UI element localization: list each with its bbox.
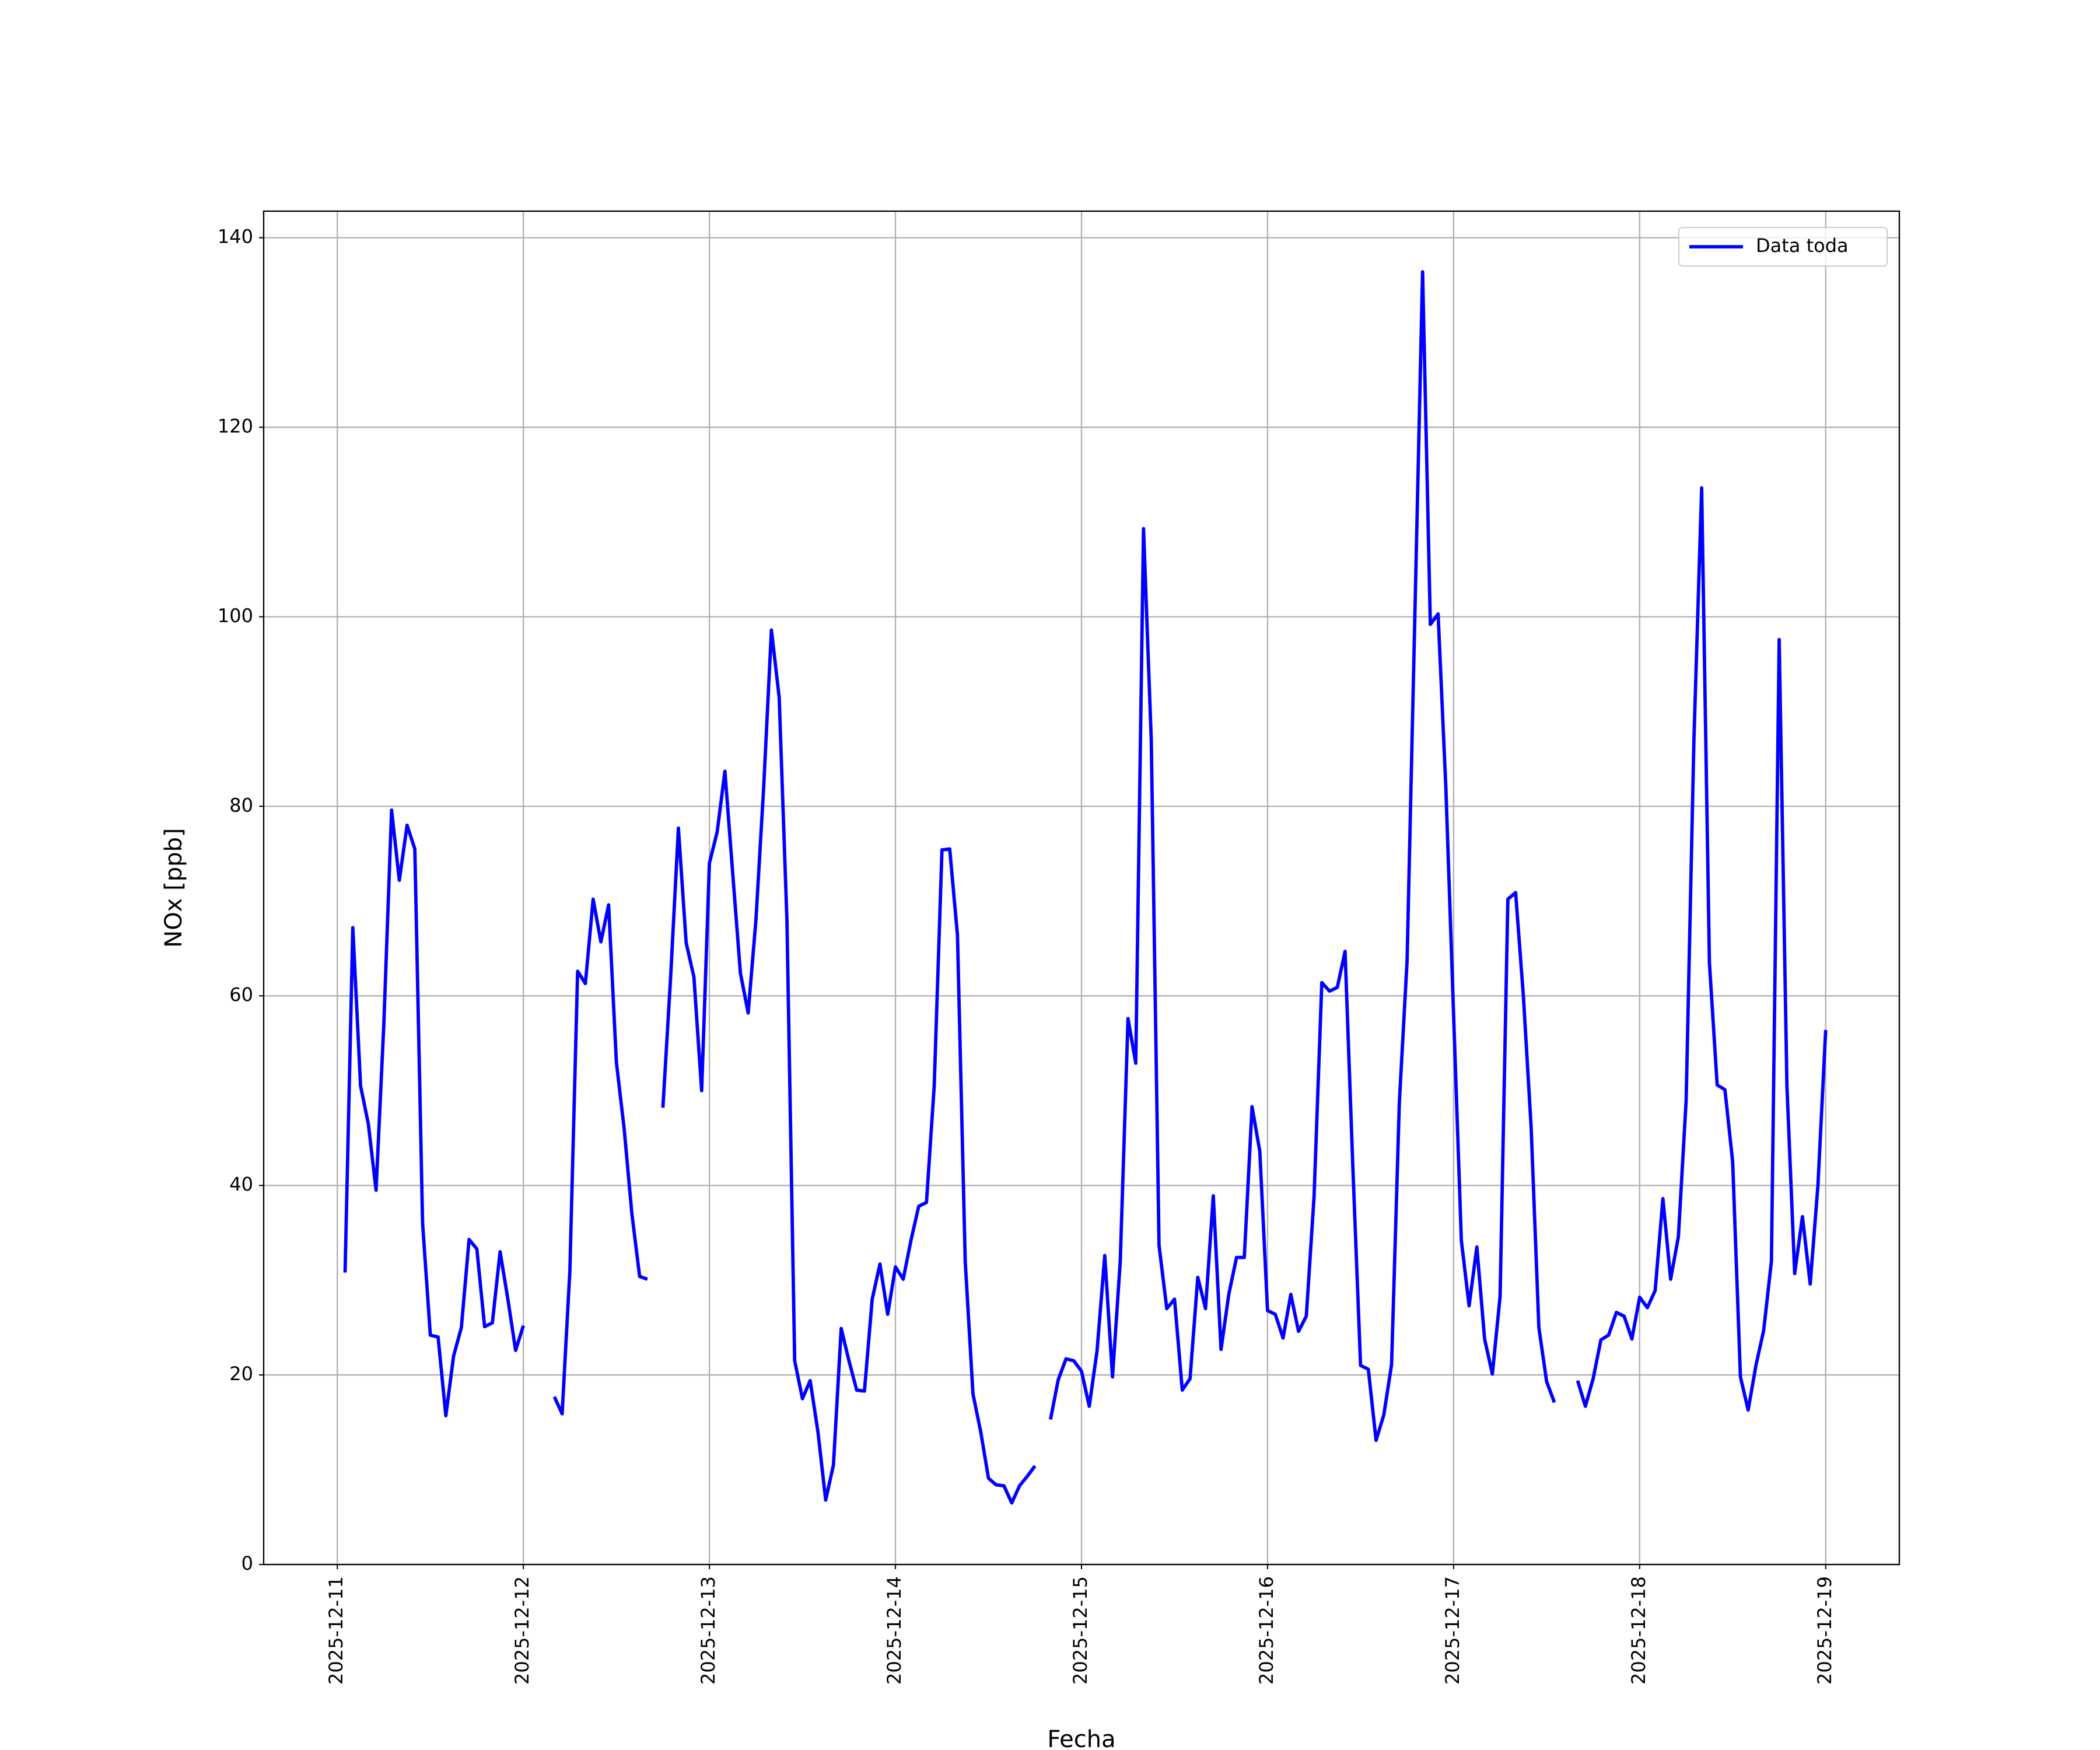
x-tick-label: 2025-12-15 — [1069, 1576, 1091, 1685]
legend: Data toda — [1678, 227, 1888, 267]
x-tick-label: 2025-12-12 — [511, 1576, 533, 1685]
x-tick-label: 2025-12-16 — [1255, 1576, 1278, 1685]
y-tick-label: 80 — [229, 794, 253, 816]
x-tick-label: 2025-12-18 — [1628, 1576, 1650, 1685]
legend-label: Data toda — [1756, 235, 1849, 257]
x-tick-label: 2025-12-19 — [1814, 1576, 1836, 1685]
y-tick-label: 20 — [229, 1363, 253, 1385]
x-tick-label: 2025-12-13 — [697, 1576, 719, 1685]
y-tick-label: 0 — [242, 1552, 253, 1574]
x-tick-label: 2025-12-14 — [883, 1576, 905, 1685]
y-tick-label: 60 — [229, 984, 253, 1006]
x-tick-label: 2025-12-17 — [1441, 1576, 1464, 1685]
y-tick-label: 140 — [218, 225, 253, 247]
y-tick-label: 120 — [218, 415, 253, 437]
data-line — [343, 270, 1828, 1505]
x-tick-label: 2025-12-11 — [325, 1576, 347, 1685]
y-axis-label: NOx [ppb] — [160, 828, 187, 947]
legend-box — [1678, 227, 1888, 267]
y-tick-label: 100 — [218, 604, 253, 626]
y-tick-label: 40 — [229, 1173, 253, 1195]
axes-frame — [262, 210, 1901, 1566]
x-axis-label: Fecha — [1047, 1726, 1115, 1750]
